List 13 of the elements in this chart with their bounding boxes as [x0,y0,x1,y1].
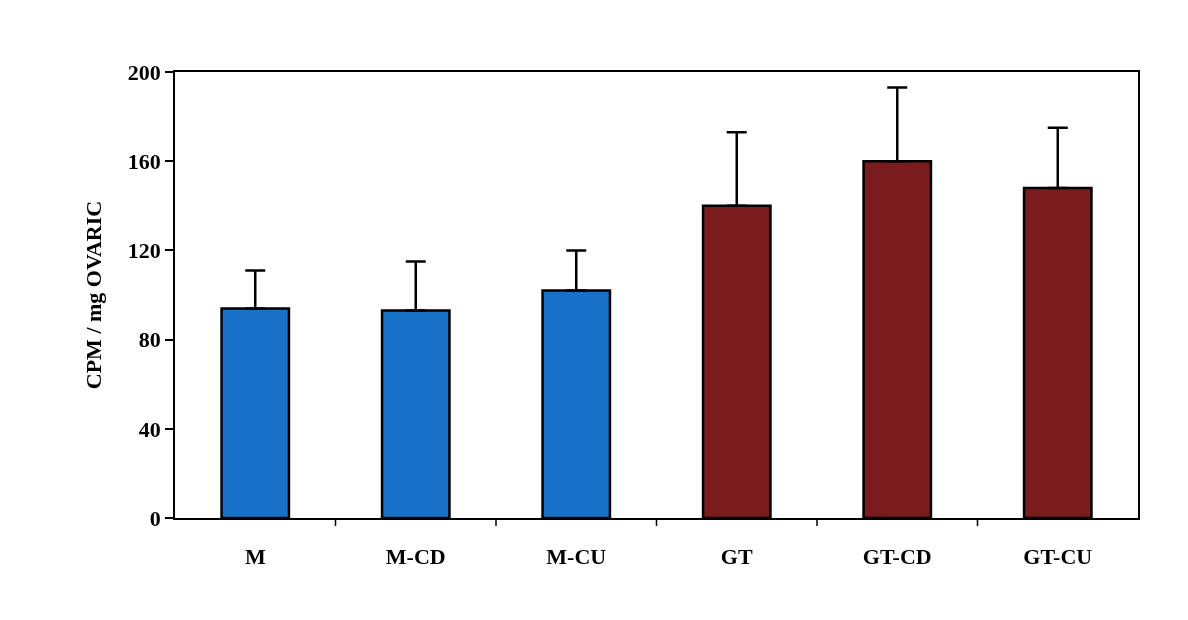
x-tick-label: GT [720,544,753,570]
x-tick-label: M-CU [546,544,607,570]
x-tick-label: GT-CU [1023,544,1093,570]
y-tick-label: 160 [127,148,161,174]
x-tick-label: M [244,544,266,570]
x-tick-label: GT-CD [862,544,932,570]
y-tick-label: 0 [149,505,161,531]
x-tick-label: M-CD [385,544,446,570]
y-tick-label: 80 [138,327,161,353]
y-tick-label: 200 [127,59,161,85]
y-tick-label: 40 [138,416,161,442]
y-tick-label: 120 [127,238,161,264]
y-axis-title: CPM / mg OVARIC [81,200,107,390]
